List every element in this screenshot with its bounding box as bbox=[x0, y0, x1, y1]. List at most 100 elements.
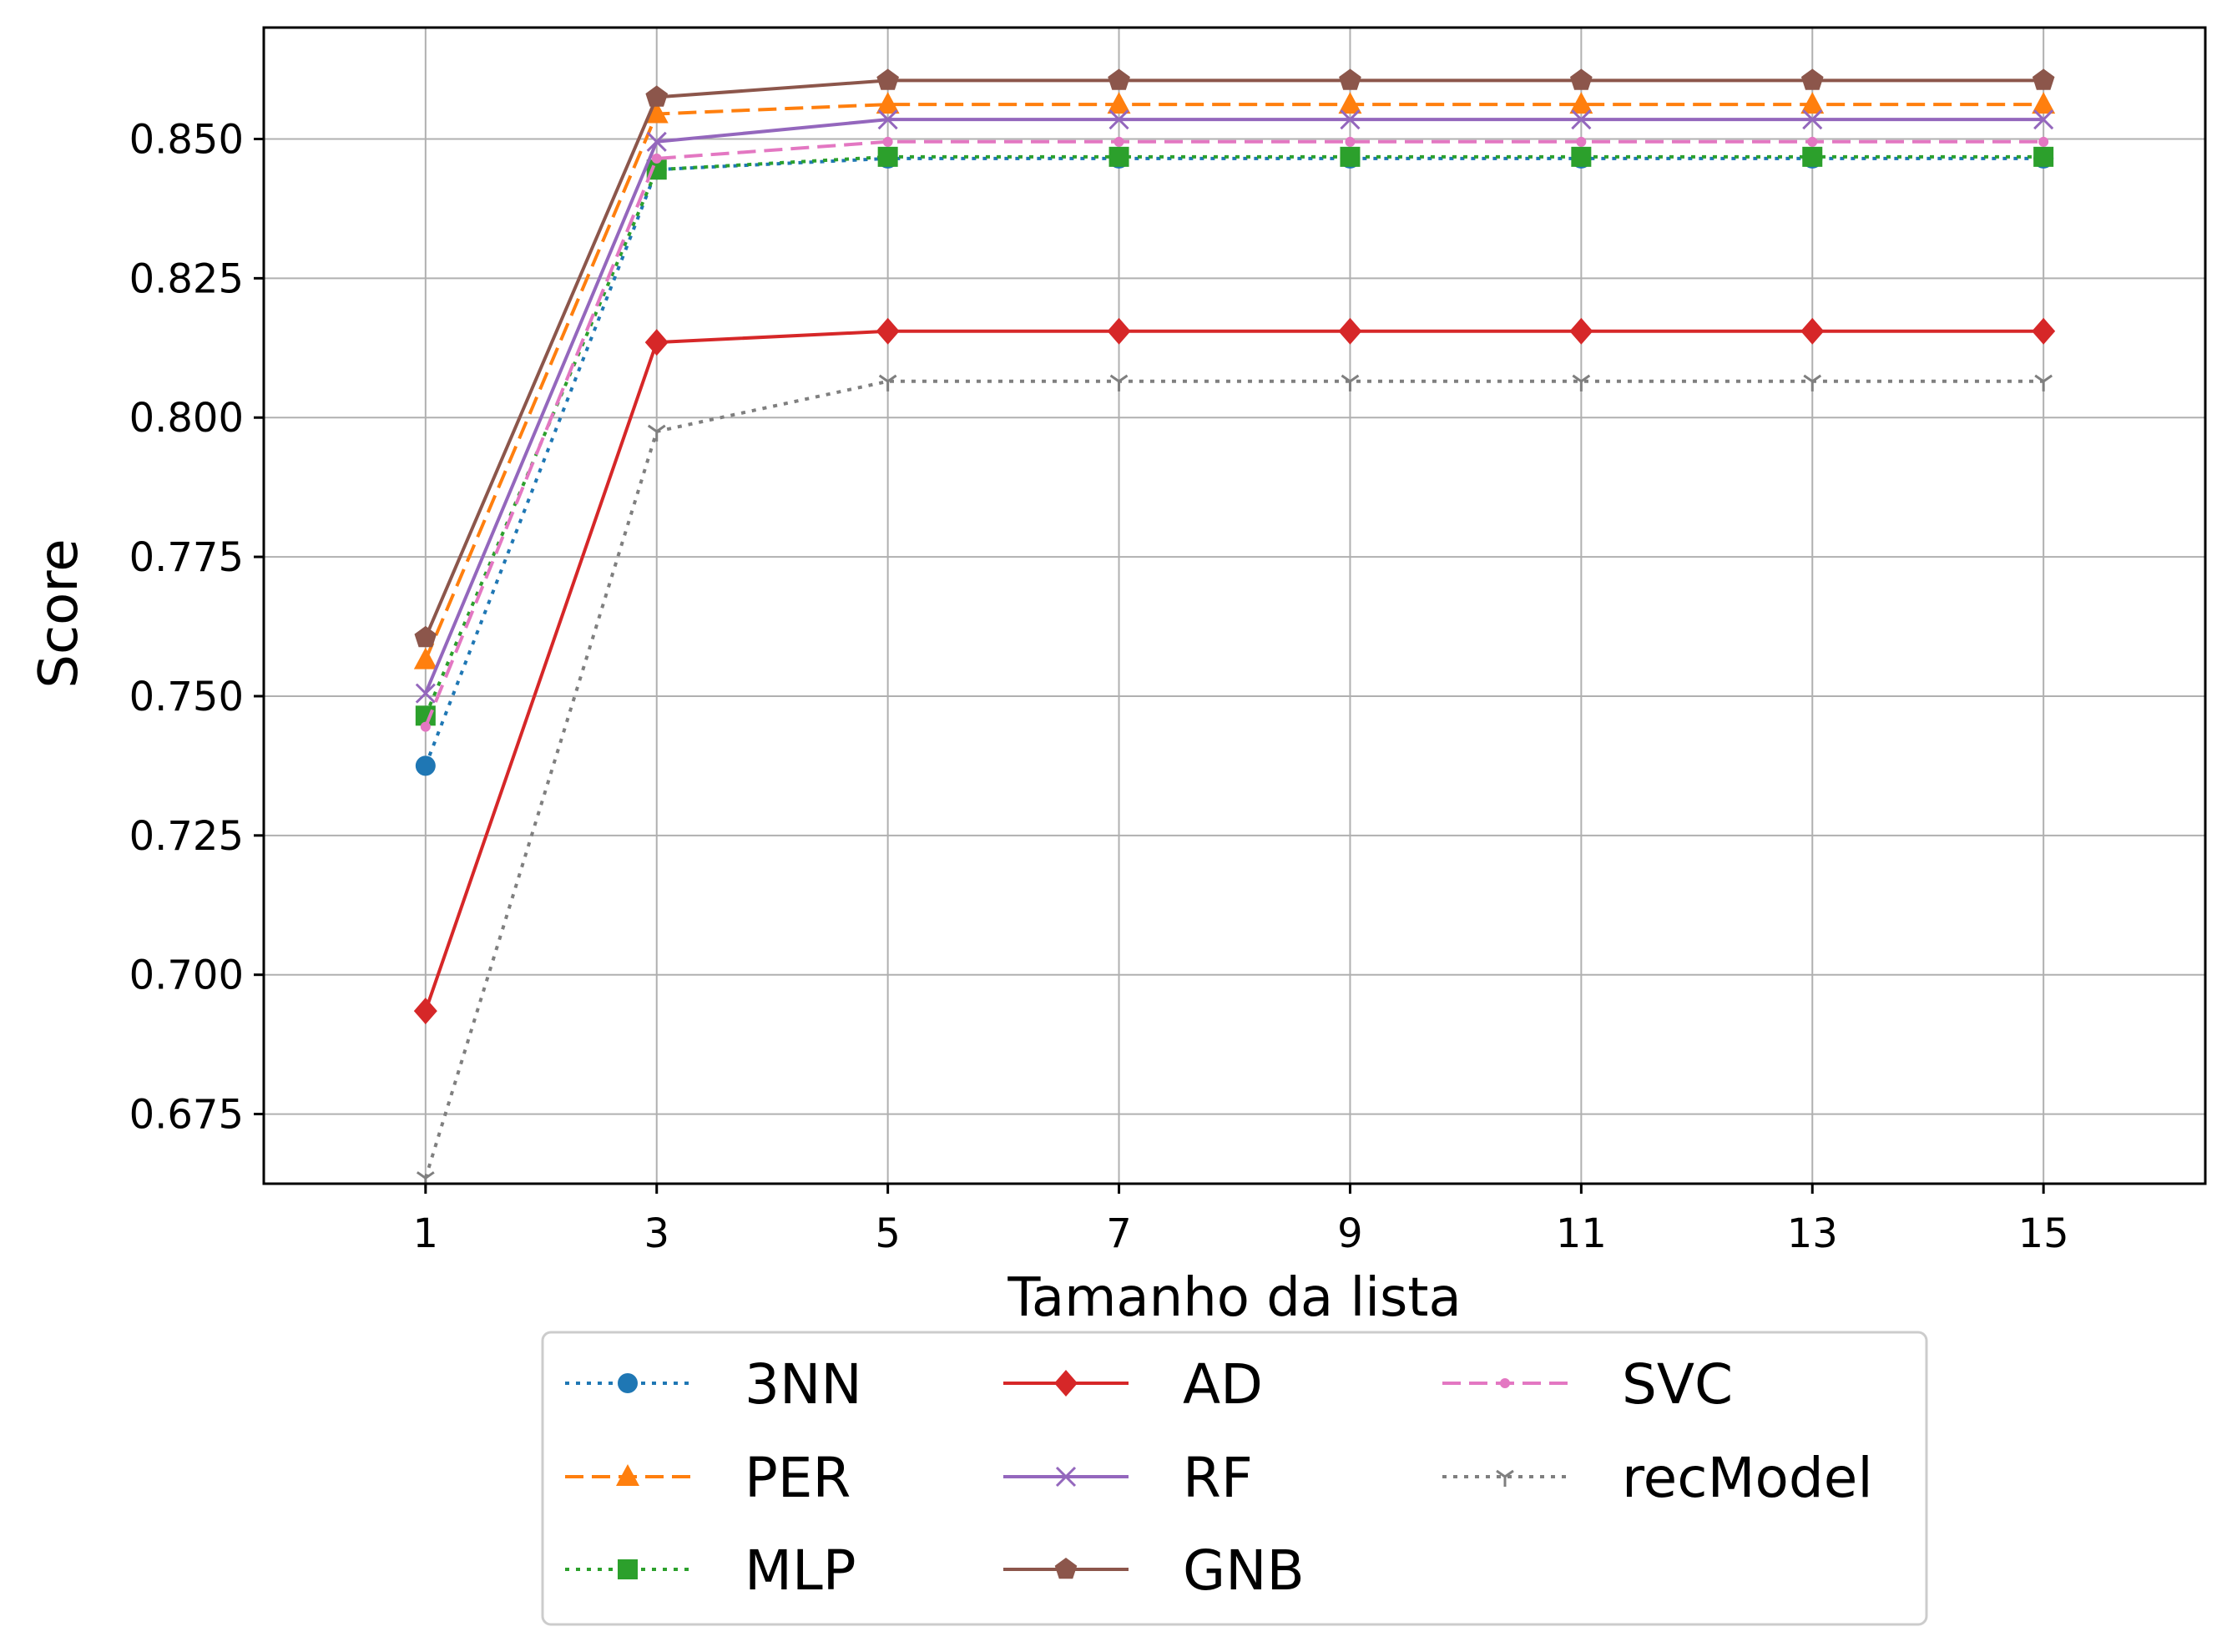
legend-item: RF bbox=[1003, 1446, 1253, 1510]
legend-item: SVC bbox=[1442, 1352, 1733, 1417]
series-PER bbox=[413, 92, 2056, 669]
legend-marker bbox=[1054, 1558, 1078, 1579]
data-point bbox=[1338, 92, 1362, 114]
data-point bbox=[1570, 68, 1593, 90]
plot-frame bbox=[262, 26, 2207, 1185]
data-point bbox=[413, 647, 437, 669]
legend-label: PER bbox=[745, 1446, 851, 1510]
data-point bbox=[1339, 68, 1361, 90]
legend-label: MLP bbox=[745, 1538, 856, 1603]
data-point bbox=[1569, 92, 1593, 114]
x-tick-label: 3 bbox=[644, 1210, 669, 1257]
data-point bbox=[877, 146, 898, 167]
x-tick-label: 11 bbox=[1556, 1210, 1607, 1257]
data-point bbox=[1113, 136, 1124, 147]
series-line bbox=[423, 329, 2044, 1012]
legend-item: PER bbox=[565, 1446, 851, 1510]
data-point bbox=[1108, 146, 1129, 167]
data-point bbox=[414, 625, 437, 648]
legend-marker bbox=[618, 1373, 638, 1393]
data-point bbox=[644, 101, 669, 124]
legend: 3NN PER MLP AD RF GNB SVC recModel bbox=[541, 1331, 1928, 1626]
x-axis-label: Tamanho da lista bbox=[1007, 1267, 1461, 1329]
series-line bbox=[423, 139, 2044, 728]
data-point bbox=[2033, 146, 2054, 167]
data-point bbox=[1803, 374, 1822, 392]
data-point bbox=[415, 683, 436, 704]
series-SVC bbox=[420, 136, 2049, 732]
data-point bbox=[1108, 109, 1129, 130]
legend-marker bbox=[1054, 1370, 1078, 1397]
series-line bbox=[423, 78, 2044, 639]
legend-marker bbox=[1055, 1466, 1077, 1488]
data-point bbox=[1569, 317, 1593, 345]
series-3NN bbox=[415, 148, 2054, 776]
legend-item: recModel bbox=[1442, 1446, 1873, 1510]
y-tick-label: 0.775 bbox=[129, 534, 244, 581]
legend-item: 3NN bbox=[565, 1352, 862, 1417]
series-AD bbox=[413, 317, 2056, 1025]
y-tick-label: 0.750 bbox=[129, 674, 244, 720]
y-tick-label: 0.825 bbox=[129, 255, 244, 302]
data-point bbox=[1800, 92, 1825, 114]
data-point bbox=[1576, 136, 1587, 147]
data-point bbox=[1800, 317, 1825, 345]
data-point bbox=[2034, 374, 2053, 392]
y-axis-label: Score bbox=[28, 538, 90, 688]
series-recModel bbox=[416, 374, 2053, 1189]
data-point bbox=[1800, 68, 1824, 90]
series-layer bbox=[413, 68, 2056, 1189]
legend-label: AD bbox=[1183, 1352, 1263, 1417]
data-point bbox=[2038, 136, 2049, 147]
axis-ticks: 1 3 5 7 9 11 13 150.6750.7000.7250.7500.7750.80… bbox=[129, 116, 2069, 1257]
series-MLP bbox=[415, 146, 2054, 726]
data-point bbox=[1571, 109, 1592, 130]
data-point bbox=[2032, 92, 2056, 114]
data-point bbox=[420, 721, 431, 732]
legend-marker bbox=[616, 1464, 639, 1486]
data-point bbox=[413, 998, 437, 1025]
series-line bbox=[423, 156, 2044, 767]
x-tick-label: 5 bbox=[875, 1210, 901, 1257]
data-point bbox=[1340, 146, 1361, 167]
data-point bbox=[1109, 374, 1129, 392]
series-RF bbox=[415, 109, 2054, 704]
legend-marker bbox=[1496, 1469, 1514, 1487]
data-point bbox=[2033, 109, 2054, 130]
data-point bbox=[646, 131, 667, 152]
data-point bbox=[1571, 146, 1592, 167]
data-point bbox=[882, 136, 893, 147]
data-point bbox=[651, 153, 662, 164]
x-tick-label: 1 bbox=[413, 1210, 439, 1257]
data-point bbox=[1108, 68, 1130, 90]
data-point bbox=[1341, 374, 1360, 392]
data-point bbox=[1345, 136, 1356, 147]
data-point bbox=[647, 424, 666, 442]
legend-label: SVC bbox=[1622, 1352, 1733, 1417]
legend-item: MLP bbox=[565, 1538, 856, 1603]
x-tick-label: 9 bbox=[1337, 1210, 1363, 1257]
data-point bbox=[1572, 374, 1591, 392]
legend-label: RF bbox=[1183, 1446, 1253, 1510]
y-tick-label: 0.675 bbox=[129, 1092, 244, 1139]
legend-label: recModel bbox=[1622, 1446, 1873, 1510]
data-point bbox=[2032, 68, 2055, 90]
grid-lines bbox=[264, 28, 2205, 1184]
x-tick-label: 13 bbox=[1787, 1210, 1838, 1257]
series-line bbox=[423, 103, 2044, 661]
x-tick-label: 15 bbox=[2018, 1210, 2069, 1257]
data-point bbox=[2032, 317, 2056, 345]
y-tick-label: 0.725 bbox=[129, 813, 244, 860]
data-point bbox=[645, 85, 669, 107]
y-tick-label: 0.850 bbox=[129, 116, 244, 163]
legend-frame bbox=[541, 1331, 1928, 1626]
data-point bbox=[876, 92, 900, 114]
data-point bbox=[1802, 146, 1823, 167]
legend-label: GNB bbox=[1183, 1538, 1305, 1603]
data-point bbox=[878, 374, 897, 392]
y-tick-label: 0.800 bbox=[129, 395, 244, 442]
data-point bbox=[1107, 317, 1131, 345]
y-tick-label: 0.700 bbox=[129, 952, 244, 999]
data-point bbox=[644, 329, 669, 356]
